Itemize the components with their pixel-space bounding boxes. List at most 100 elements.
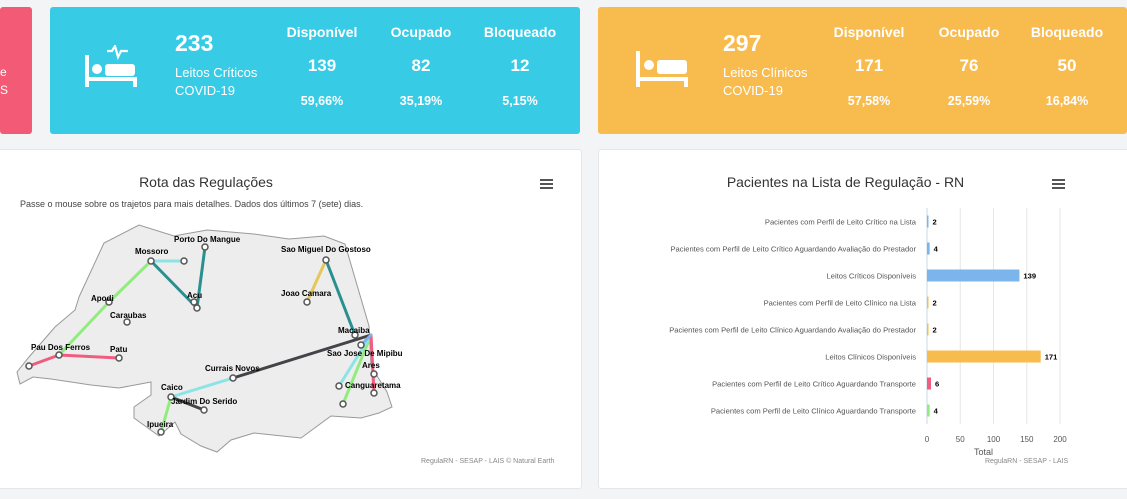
city-marker [115,354,123,362]
route-line [57,300,111,357]
city-label: Porto Do Mangue [174,235,241,244]
critical-available-value: 139 [307,56,337,75]
x-tick-label: 200 [1053,435,1067,444]
clinical-available-pct: 57,58% [847,94,891,108]
critical-occupied-value: 82 [411,56,431,75]
data-label: 4 [934,245,939,254]
chart-title: Pacientes na Lista de Regulação - RN [726,174,965,190]
data-label: 4 [934,407,939,416]
clinical-available-value: 171 [854,56,884,75]
bar[interactable] [927,296,929,309]
category-label: Pacientes com Perfil de Leito Clínico na… [764,299,917,308]
city-label: Pau Dos Ferros [31,343,91,352]
city-marker [335,382,343,390]
clinical-blocked-pct: 16,84% [1045,94,1089,108]
map-title: Rota das Regulações [139,174,273,190]
clinical-occupied-pct: 25,59% [947,94,991,108]
bar[interactable] [927,350,1041,363]
clinical-beds-label: Leitos Clínicos COVID-19 [723,65,808,98]
bar[interactable] [927,242,930,255]
city-label: Currais Novos [205,364,260,373]
critical-blocked-pct: 5,15% [502,94,538,108]
route-map[interactable]: Porto Do Mangue Mossoro Sao Miguel Do Go… [0,150,581,488]
city-label: Canguaretama [345,381,401,390]
route-line [231,333,373,380]
bar[interactable] [927,215,929,228]
city-label: Ipueira [147,420,174,429]
city-marker [105,298,113,306]
regulation-routes-panel: Rota das Regulações Passe o mouse sobre … [0,149,582,489]
left-partial-card: e S [0,7,32,134]
city-marker [157,428,165,436]
city-marker [339,400,347,408]
data-label: 6 [935,380,939,389]
city-marker [357,341,365,349]
route-line [305,258,328,304]
city-marker [229,374,237,382]
x-axis-title: Total [974,447,993,457]
route-line [107,259,153,304]
data-label: 139 [1023,272,1036,281]
x-tick-label: 100 [987,435,1001,444]
category-label: Leitos Críticos Disponíveis [827,272,917,281]
city-label: Patu [110,345,127,354]
city-marker [190,298,198,306]
map-menu-button[interactable] [540,179,553,189]
clinical-beds-total: 297 [723,30,762,56]
x-tick-label: 150 [1020,435,1034,444]
bar[interactable] [927,404,930,417]
map-subtitle: Passe o mouse sobre os trajetos para mai… [20,199,364,209]
clinical-blocked-header: Bloqueado [1030,24,1104,40]
category-label: Leitos Clínicos Disponíveis [825,353,916,362]
city-marker [25,362,33,370]
city-marker [180,257,188,265]
route-line [27,353,61,368]
city-label: Acu [187,291,202,300]
city-marker [147,257,155,265]
city-label: Apodi [91,294,114,303]
data-label: 2 [933,326,937,335]
category-label: Pacientes com Perfil de Leito Crítico Ag… [670,245,916,254]
critical-beds-card: 233 Leitos Críticos COVID-19 Disponível … [50,7,580,134]
city-marker [351,331,359,339]
critical-blocked-header: Bloqueado [483,24,557,40]
clinical-available-header: Disponível [833,24,905,40]
bar[interactable] [927,377,931,390]
route-line [195,245,207,310]
city-label: Mossoro [135,247,168,256]
route-line [337,333,373,388]
chart-menu-button[interactable] [1052,179,1065,189]
route-line [341,333,373,406]
city-label: Caraubas [110,311,147,320]
city-label: Ares [362,361,380,370]
route-line [169,395,206,412]
clinical-beds-card: 297 Leitos Clínicos COVID-19 Disponível … [598,7,1127,134]
route-line [159,395,173,434]
route-line [169,376,235,399]
city-label: Caico [161,383,183,392]
left-card-fragment: e [0,65,7,79]
city-marker [200,406,208,414]
bar[interactable] [927,269,1020,282]
critical-occupied-header: Ocupado [390,24,452,40]
bar-chart[interactable]: 0 50 100 150 200 Pacientes com Perfil de Leit… [599,150,1127,488]
city-marker [370,370,378,378]
city-marker [322,256,330,264]
city-label: Sao Jose De Mipibu [327,349,403,358]
city-marker [123,318,131,326]
bar[interactable] [927,323,929,336]
category-label: Pacientes com Perfil de Leito Crítico Ag… [712,380,916,389]
clinical-occupied-value: 76 [959,56,979,75]
data-label: 2 [933,218,937,227]
critical-occupied-pct: 35,19% [399,94,443,108]
city-marker [201,243,209,251]
data-label: 2 [933,299,937,308]
city-marker [193,304,201,312]
x-tick-label: 50 [956,435,965,444]
city-label: Sao Miguel Do Gostoso [281,245,371,254]
route-line [324,258,357,337]
city-marker [303,298,311,306]
category-label: Pacientes com Perfil de Leito Clínico Ag… [711,407,916,416]
clinical-occupied-header: Ocupado [938,24,1000,40]
route-line [57,353,121,360]
